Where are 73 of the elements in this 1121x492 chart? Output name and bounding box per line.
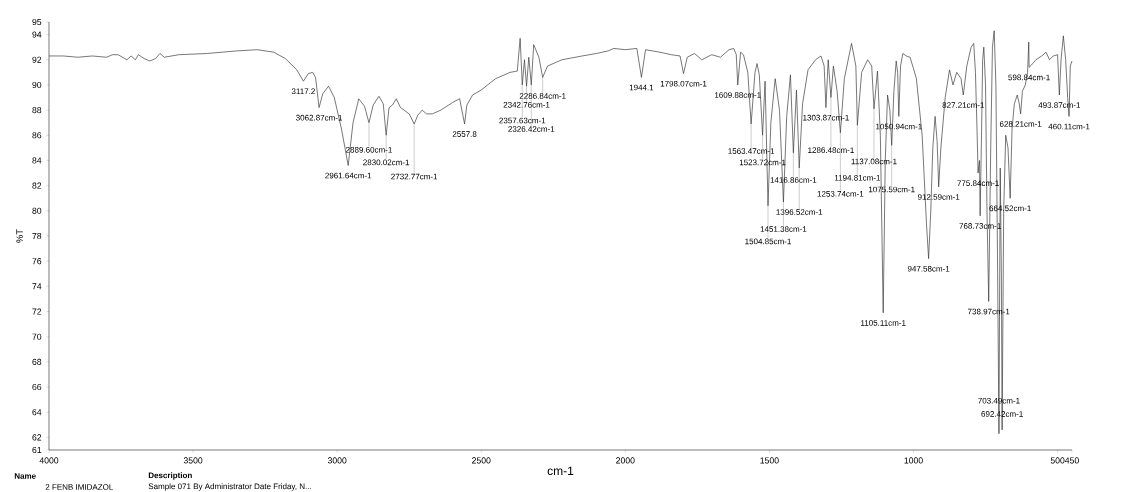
y-tick-label: 95 — [32, 18, 42, 26]
text: 2 FENB IMIDAZOL — [45, 484, 114, 490]
annotation: 775.84cm-1 — [957, 180, 999, 186]
annotation: 768.73cm-1 — [959, 223, 1001, 229]
annotation: 1286.48cm-1 — [808, 147, 854, 153]
y-tick-label: 90 — [32, 81, 42, 88]
annotation: 1504.85cm-1 — [745, 238, 791, 245]
x-axis-title: cm-1 — [547, 466, 574, 476]
annotation: 1303.87cm-1 — [803, 114, 849, 121]
annotation: 1137.08cm-1 — [851, 158, 897, 165]
text: Name — [14, 473, 36, 479]
x-tick-label: 1500 — [760, 457, 779, 464]
annotation: 493.87cm-1 — [1038, 102, 1081, 108]
y-tick-label: 88 — [32, 107, 42, 114]
y-tick-label: 62 — [32, 434, 42, 441]
x-tick-label: 1000 — [904, 457, 923, 464]
annotation: 2557.8 — [452, 131, 477, 137]
y-tick-label: 76 — [32, 258, 42, 265]
x-tick-label: 4000 — [39, 457, 59, 464]
annotation: 3062.87cm-1 — [296, 114, 342, 121]
annotation: 738.97cm-1 — [968, 308, 1010, 315]
annotation: 3117.2 — [291, 88, 315, 95]
y-tick-label: 68 — [32, 358, 42, 365]
annotation: 1416.86cm-1 — [770, 177, 817, 183]
annotation: 1798.07cm-1 — [660, 80, 707, 87]
annotation: 2342.76cm-1 — [503, 101, 550, 108]
annotation: 2830.02cm-1 — [363, 159, 410, 166]
annotation: 1194.81cm-1 — [834, 174, 881, 181]
x-tick-label: 500 — [1050, 457, 1065, 464]
annotation: 2357.63cm-1 — [499, 117, 546, 124]
annotation: 1396.52cm-1 — [776, 209, 823, 215]
y-tick-label: 64 — [32, 409, 42, 416]
y-tick-label: 74 — [32, 283, 42, 290]
annotation: 460.11cm-1 — [1048, 123, 1090, 130]
y-axis-title: %T — [16, 229, 23, 243]
y-tick-label: 70 — [32, 333, 42, 340]
annotation: 912.59cm-1 — [917, 194, 960, 200]
x-tick-label: 3500 — [183, 457, 203, 464]
annotation: 1075.59cm-1 — [868, 186, 915, 193]
annotation: 628.21cm-1 — [999, 121, 1042, 127]
annotation: 1050.94cm-1 — [876, 123, 922, 130]
y-tick-label: 84 — [32, 157, 42, 164]
annotation: 2326.42cm-1 — [508, 126, 555, 132]
text: Description — [148, 472, 192, 480]
annotation: 1563.47cm-1 — [728, 148, 775, 154]
y-tick-label: 78 — [32, 232, 42, 240]
y-tick-label: 66 — [32, 383, 42, 391]
x-tick-label: 2000 — [616, 457, 635, 464]
x-tick-label: 450 — [1064, 457, 1079, 464]
annotation: 2961.64cm-1 — [325, 172, 372, 179]
annotation: 1105.11cm-1 — [861, 320, 906, 326]
y-tick-label: 94 — [32, 31, 42, 38]
annotation: 1609.88cm-1 — [715, 92, 761, 98]
y-tick-label: 72 — [32, 308, 42, 315]
x-tick-label: 2500 — [472, 457, 491, 464]
annotation: 692.42cm-1 — [981, 411, 1023, 417]
x-tick-label: 3000 — [327, 457, 347, 464]
text: Sample 071 By Administrator Date Friday, N... — [148, 483, 311, 491]
annotation: 1944.1 — [629, 84, 654, 91]
y-tick-label: 82 — [32, 182, 42, 189]
annotation: 1523.72cm-1 — [739, 159, 786, 166]
y-tick-label: 61 — [32, 446, 42, 454]
y-tick-label: 92 — [32, 56, 42, 63]
annotation: 827.21cm-1 — [942, 102, 985, 108]
y-tick-label: 86 — [32, 132, 42, 139]
annotation: 1451.38cm-1 — [760, 226, 807, 232]
y-tick-label: 80 — [32, 207, 42, 214]
annotation: 2732.77cm-1 — [391, 173, 438, 180]
annotation: 947.58cm-1 — [907, 265, 950, 272]
annotation: 1253.74cm-1 — [817, 191, 864, 197]
annotation: 2889.60cm-1 — [346, 146, 392, 153]
annotation: 2286.84cm-1 — [519, 93, 566, 99]
annotation: 598.84cm-1 — [1008, 74, 1050, 81]
